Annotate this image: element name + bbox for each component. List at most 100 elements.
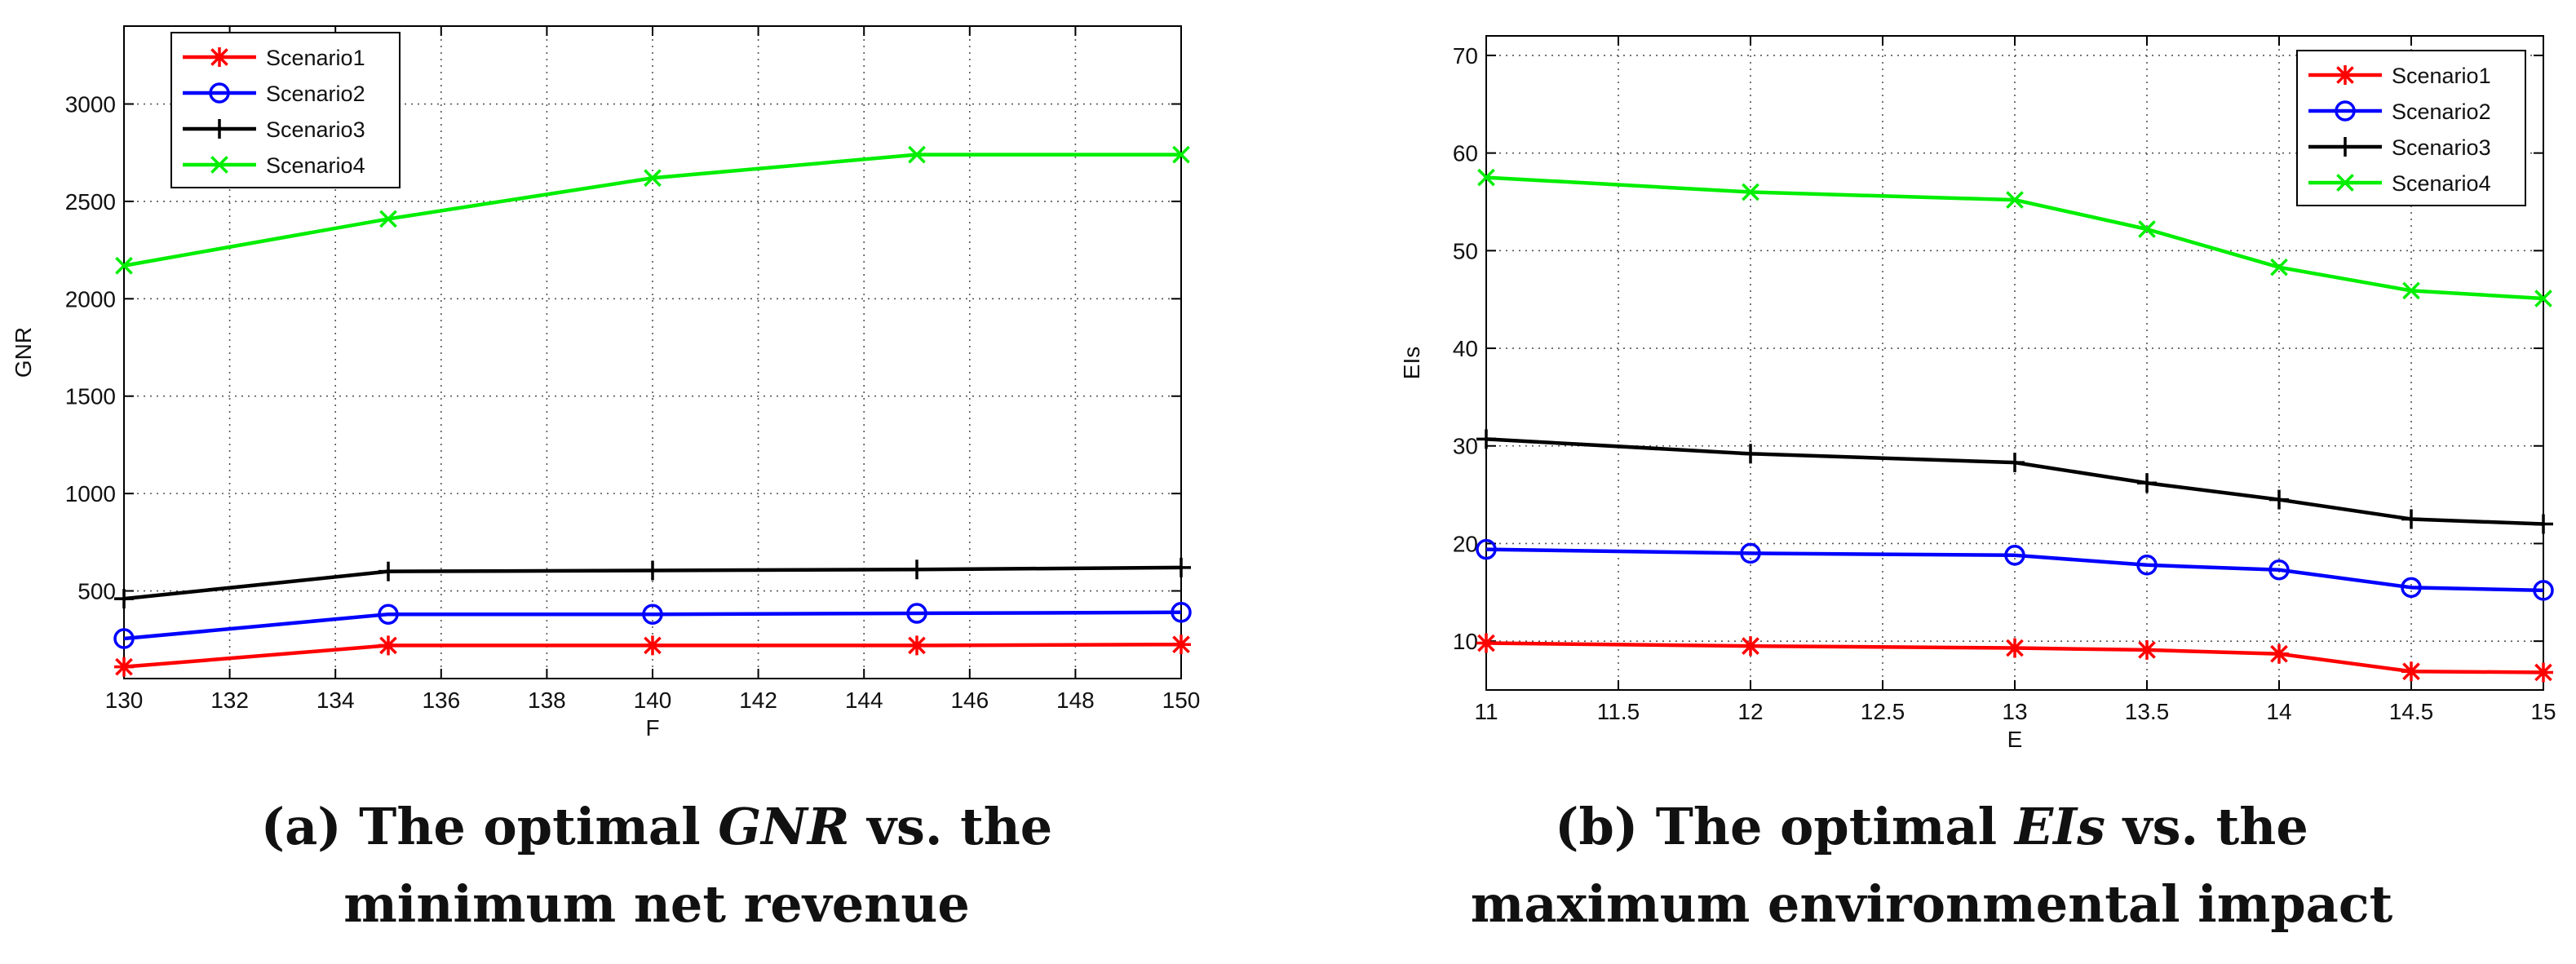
series-a-3: [114, 557, 1191, 609]
y-tick-label-a: 500: [77, 579, 116, 604]
data-point-a-2: [378, 604, 399, 625]
data-point-a-2: [906, 603, 927, 624]
data-point-a-1-d2: [115, 657, 133, 676]
data-point-b-2: [2268, 559, 2290, 581]
data-point-b-1-d2: [1742, 637, 1759, 655]
x-tick-label-b: 11.5: [1597, 699, 1640, 724]
series-a-1: [114, 635, 1191, 677]
y-tick-label-b: 20: [1453, 531, 1478, 556]
data-point-b-2: [1740, 542, 1761, 564]
legend-marker-a-4: [210, 156, 228, 174]
y-axis-label-a: GNR: [11, 327, 36, 378]
series-a-4: [115, 145, 1190, 275]
x-tick-label-b: 13.5: [2125, 699, 2170, 724]
data-point-b-2: [2401, 577, 2422, 599]
series-b-4: [1477, 168, 2552, 307]
data-point-b-2-shape: [2136, 555, 2158, 576]
y-tick-label-a: 3000: [65, 92, 116, 117]
data-point-a-1: [1171, 635, 1191, 655]
data-point-a-4-d2: [115, 256, 133, 275]
data-point-b-2: [2004, 545, 2025, 566]
data-point-b-1: [1476, 633, 1496, 653]
legend-label-b-3: Scenario3: [2392, 135, 2491, 160]
data-point-b-2: [1476, 538, 1497, 560]
data-point-a-2-shape: [642, 604, 663, 625]
data-point-a-4-d2: [908, 145, 926, 164]
y-tick-label-a: 2500: [65, 189, 116, 214]
data-point-b-4-d2: [2270, 258, 2288, 276]
caption-b-line2: maximum environmental impact: [1471, 874, 2393, 934]
caption-a-line1: (a) The optimal GNR vs. the: [261, 797, 1053, 856]
chart-a: 130 132 134 136 138 140 142 144 146 148 150 500 1000…: [11, 25, 1200, 741]
x-tick-label-b: 15: [2530, 699, 2556, 724]
series-a-2: [113, 602, 1192, 649]
data-point-a-2-shape: [113, 628, 135, 649]
data-point-b-2-shape: [2533, 580, 2554, 601]
data-point-b-1: [2005, 638, 2025, 658]
data-point-a-3: [114, 589, 134, 609]
data-point-a-4: [115, 256, 133, 275]
data-point-b-2-shape: [1476, 538, 1497, 560]
series-line-a-2: [123, 610, 1182, 641]
data-point-a-4: [908, 145, 926, 164]
series-b-1: [1476, 633, 2553, 683]
data-point-a-4: [644, 169, 662, 188]
x-axis-label-a: F: [645, 715, 659, 741]
data-point-a-1-d2: [908, 636, 926, 655]
legend-marker-a-4-d2: [210, 156, 228, 174]
data-point-a-1: [378, 635, 398, 656]
chart-b: 11 11.5 12 12.5 13 13.5 14 14.5 15 10 20 30 40 50 60 70…: [1399, 35, 2556, 752]
data-point-a-2: [113, 628, 135, 649]
data-point-b-4-d2: [2534, 290, 2552, 307]
data-point-b-1: [2137, 639, 2157, 660]
y-tick-label-a: 2000: [65, 286, 116, 312]
data-point-b-1: [2401, 661, 2421, 682]
data-point-a-3: [643, 560, 662, 581]
legend-marker-b-3: [2335, 137, 2355, 157]
data-point-b-2-shape: [2401, 577, 2422, 599]
x-tick-label-b: 14.5: [2389, 699, 2434, 724]
legend-a: Scenario1 Scenario2 Scenario3 Scenario4: [170, 32, 401, 188]
y-tick-label-a: 1500: [65, 384, 116, 409]
data-point-b-3: [2137, 473, 2157, 493]
x-axis-label-b: E: [2007, 727, 2023, 752]
x-tick-label-a: 140: [634, 688, 672, 713]
data-point-b-1-d2: [2006, 639, 2024, 657]
legend-label-a-1: Scenario1: [266, 46, 365, 70]
data-point-b-3: [2269, 489, 2289, 510]
data-point-b-4: [2534, 290, 2552, 307]
y-tick-label-b: 50: [1453, 238, 1478, 263]
data-point-b-2: [2136, 555, 2158, 576]
data-point-a-2: [642, 604, 663, 625]
data-point-b-1: [2534, 662, 2553, 683]
data-point-b-4: [2402, 281, 2420, 300]
data-point-b-1-d2: [2270, 644, 2288, 663]
legend-label-a-2: Scenario2: [266, 82, 365, 106]
legend-marker-a-2-shape: [209, 82, 230, 104]
data-point-a-1: [907, 635, 927, 656]
data-point-b-1-d2: [2534, 663, 2552, 682]
legend-label-b-2: Scenario2: [2392, 99, 2491, 124]
y-tick-label-b: 10: [1453, 629, 1478, 654]
data-point-b-1: [2269, 643, 2289, 664]
data-point-b-4: [2006, 191, 2024, 209]
data-point-b-1: [1741, 636, 1760, 657]
legend-marker-b-2-shape: [2335, 100, 2356, 122]
y-tick-label-b: 40: [1453, 336, 1478, 361]
data-point-a-4: [379, 210, 397, 228]
legend-label-a-3: Scenario3: [266, 117, 365, 142]
data-point-b-4-d2: [1742, 183, 1759, 201]
legend-label-b-4: Scenario4: [2392, 171, 2491, 196]
legend-marker-b-2: [2335, 100, 2356, 122]
series-b-2: [1476, 538, 2554, 601]
legend-marker-a-1: [210, 47, 229, 67]
data-point-a-1-d2: [644, 636, 662, 655]
x-tick-label-a: 138: [528, 688, 566, 713]
x-tick-label-a: 142: [739, 688, 777, 713]
data-point-a-2: [1171, 602, 1192, 623]
data-point-a-4-d2: [379, 210, 397, 228]
data-point-b-4-d2: [1477, 168, 1495, 187]
data-point-a-1-d2: [379, 636, 397, 655]
x-tick-label-b: 11: [1474, 699, 1498, 724]
